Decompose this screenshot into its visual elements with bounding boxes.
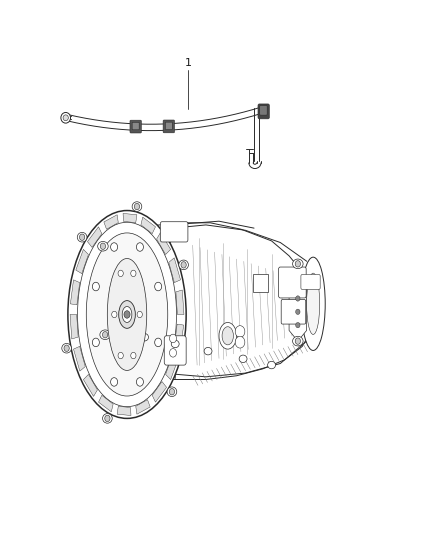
Circle shape xyxy=(295,261,300,267)
FancyBboxPatch shape xyxy=(301,274,320,289)
Circle shape xyxy=(136,243,143,251)
Ellipse shape xyxy=(141,334,148,341)
Circle shape xyxy=(295,338,300,344)
Ellipse shape xyxy=(86,233,168,396)
Ellipse shape xyxy=(219,322,237,349)
Circle shape xyxy=(124,311,130,318)
Ellipse shape xyxy=(307,273,320,335)
Circle shape xyxy=(102,332,108,338)
Circle shape xyxy=(134,204,140,210)
Ellipse shape xyxy=(171,340,179,348)
Ellipse shape xyxy=(167,387,177,397)
Circle shape xyxy=(235,336,245,348)
Polygon shape xyxy=(104,215,118,229)
Polygon shape xyxy=(99,395,113,412)
FancyBboxPatch shape xyxy=(164,336,186,365)
Ellipse shape xyxy=(222,327,233,345)
Circle shape xyxy=(181,262,186,268)
Ellipse shape xyxy=(100,330,110,340)
Circle shape xyxy=(296,322,300,328)
Circle shape xyxy=(118,352,124,359)
Polygon shape xyxy=(71,280,80,305)
Circle shape xyxy=(170,389,175,395)
Circle shape xyxy=(155,338,162,346)
Ellipse shape xyxy=(78,222,177,407)
Circle shape xyxy=(296,296,300,301)
Polygon shape xyxy=(76,249,88,273)
Polygon shape xyxy=(83,374,97,397)
Ellipse shape xyxy=(132,202,142,212)
Polygon shape xyxy=(157,232,171,255)
Circle shape xyxy=(136,378,143,386)
Circle shape xyxy=(79,234,85,240)
Ellipse shape xyxy=(61,112,71,123)
Circle shape xyxy=(296,309,300,314)
Ellipse shape xyxy=(68,211,186,418)
Polygon shape xyxy=(88,227,102,247)
FancyBboxPatch shape xyxy=(132,123,139,130)
Ellipse shape xyxy=(239,355,247,362)
FancyBboxPatch shape xyxy=(279,267,306,298)
Ellipse shape xyxy=(63,115,68,121)
Circle shape xyxy=(170,334,177,343)
Circle shape xyxy=(92,338,99,346)
Circle shape xyxy=(105,415,110,422)
Polygon shape xyxy=(123,213,137,223)
Ellipse shape xyxy=(204,348,212,355)
Polygon shape xyxy=(94,223,318,379)
Polygon shape xyxy=(74,346,85,371)
Polygon shape xyxy=(152,382,166,402)
Circle shape xyxy=(100,243,106,249)
Ellipse shape xyxy=(62,343,71,353)
Ellipse shape xyxy=(102,414,112,423)
Ellipse shape xyxy=(268,361,276,369)
Circle shape xyxy=(131,352,136,359)
Polygon shape xyxy=(174,324,184,349)
Ellipse shape xyxy=(122,306,132,322)
Ellipse shape xyxy=(301,257,325,351)
Ellipse shape xyxy=(114,328,122,335)
Ellipse shape xyxy=(77,232,87,242)
Ellipse shape xyxy=(98,241,108,251)
FancyBboxPatch shape xyxy=(253,274,268,292)
FancyBboxPatch shape xyxy=(130,120,141,133)
Polygon shape xyxy=(169,258,180,282)
Polygon shape xyxy=(176,290,184,314)
FancyBboxPatch shape xyxy=(163,120,174,133)
Circle shape xyxy=(118,270,124,277)
Circle shape xyxy=(111,243,118,251)
Circle shape xyxy=(137,311,142,318)
Circle shape xyxy=(155,282,162,291)
Circle shape xyxy=(111,378,118,386)
Polygon shape xyxy=(136,400,150,414)
FancyBboxPatch shape xyxy=(258,104,269,119)
Polygon shape xyxy=(289,272,307,341)
Circle shape xyxy=(235,326,245,337)
FancyBboxPatch shape xyxy=(260,106,267,115)
FancyBboxPatch shape xyxy=(165,122,172,130)
Polygon shape xyxy=(117,406,131,416)
Polygon shape xyxy=(166,356,178,379)
Ellipse shape xyxy=(107,259,147,370)
Ellipse shape xyxy=(293,259,303,269)
Polygon shape xyxy=(70,314,78,339)
Circle shape xyxy=(92,282,99,291)
Ellipse shape xyxy=(179,260,188,270)
Circle shape xyxy=(64,345,69,351)
FancyBboxPatch shape xyxy=(281,300,306,324)
FancyBboxPatch shape xyxy=(160,222,188,242)
Circle shape xyxy=(112,311,117,318)
Ellipse shape xyxy=(293,336,303,346)
Circle shape xyxy=(170,349,177,357)
Ellipse shape xyxy=(119,301,135,328)
Polygon shape xyxy=(141,217,155,233)
Circle shape xyxy=(131,270,136,277)
Text: 1: 1 xyxy=(185,58,192,68)
